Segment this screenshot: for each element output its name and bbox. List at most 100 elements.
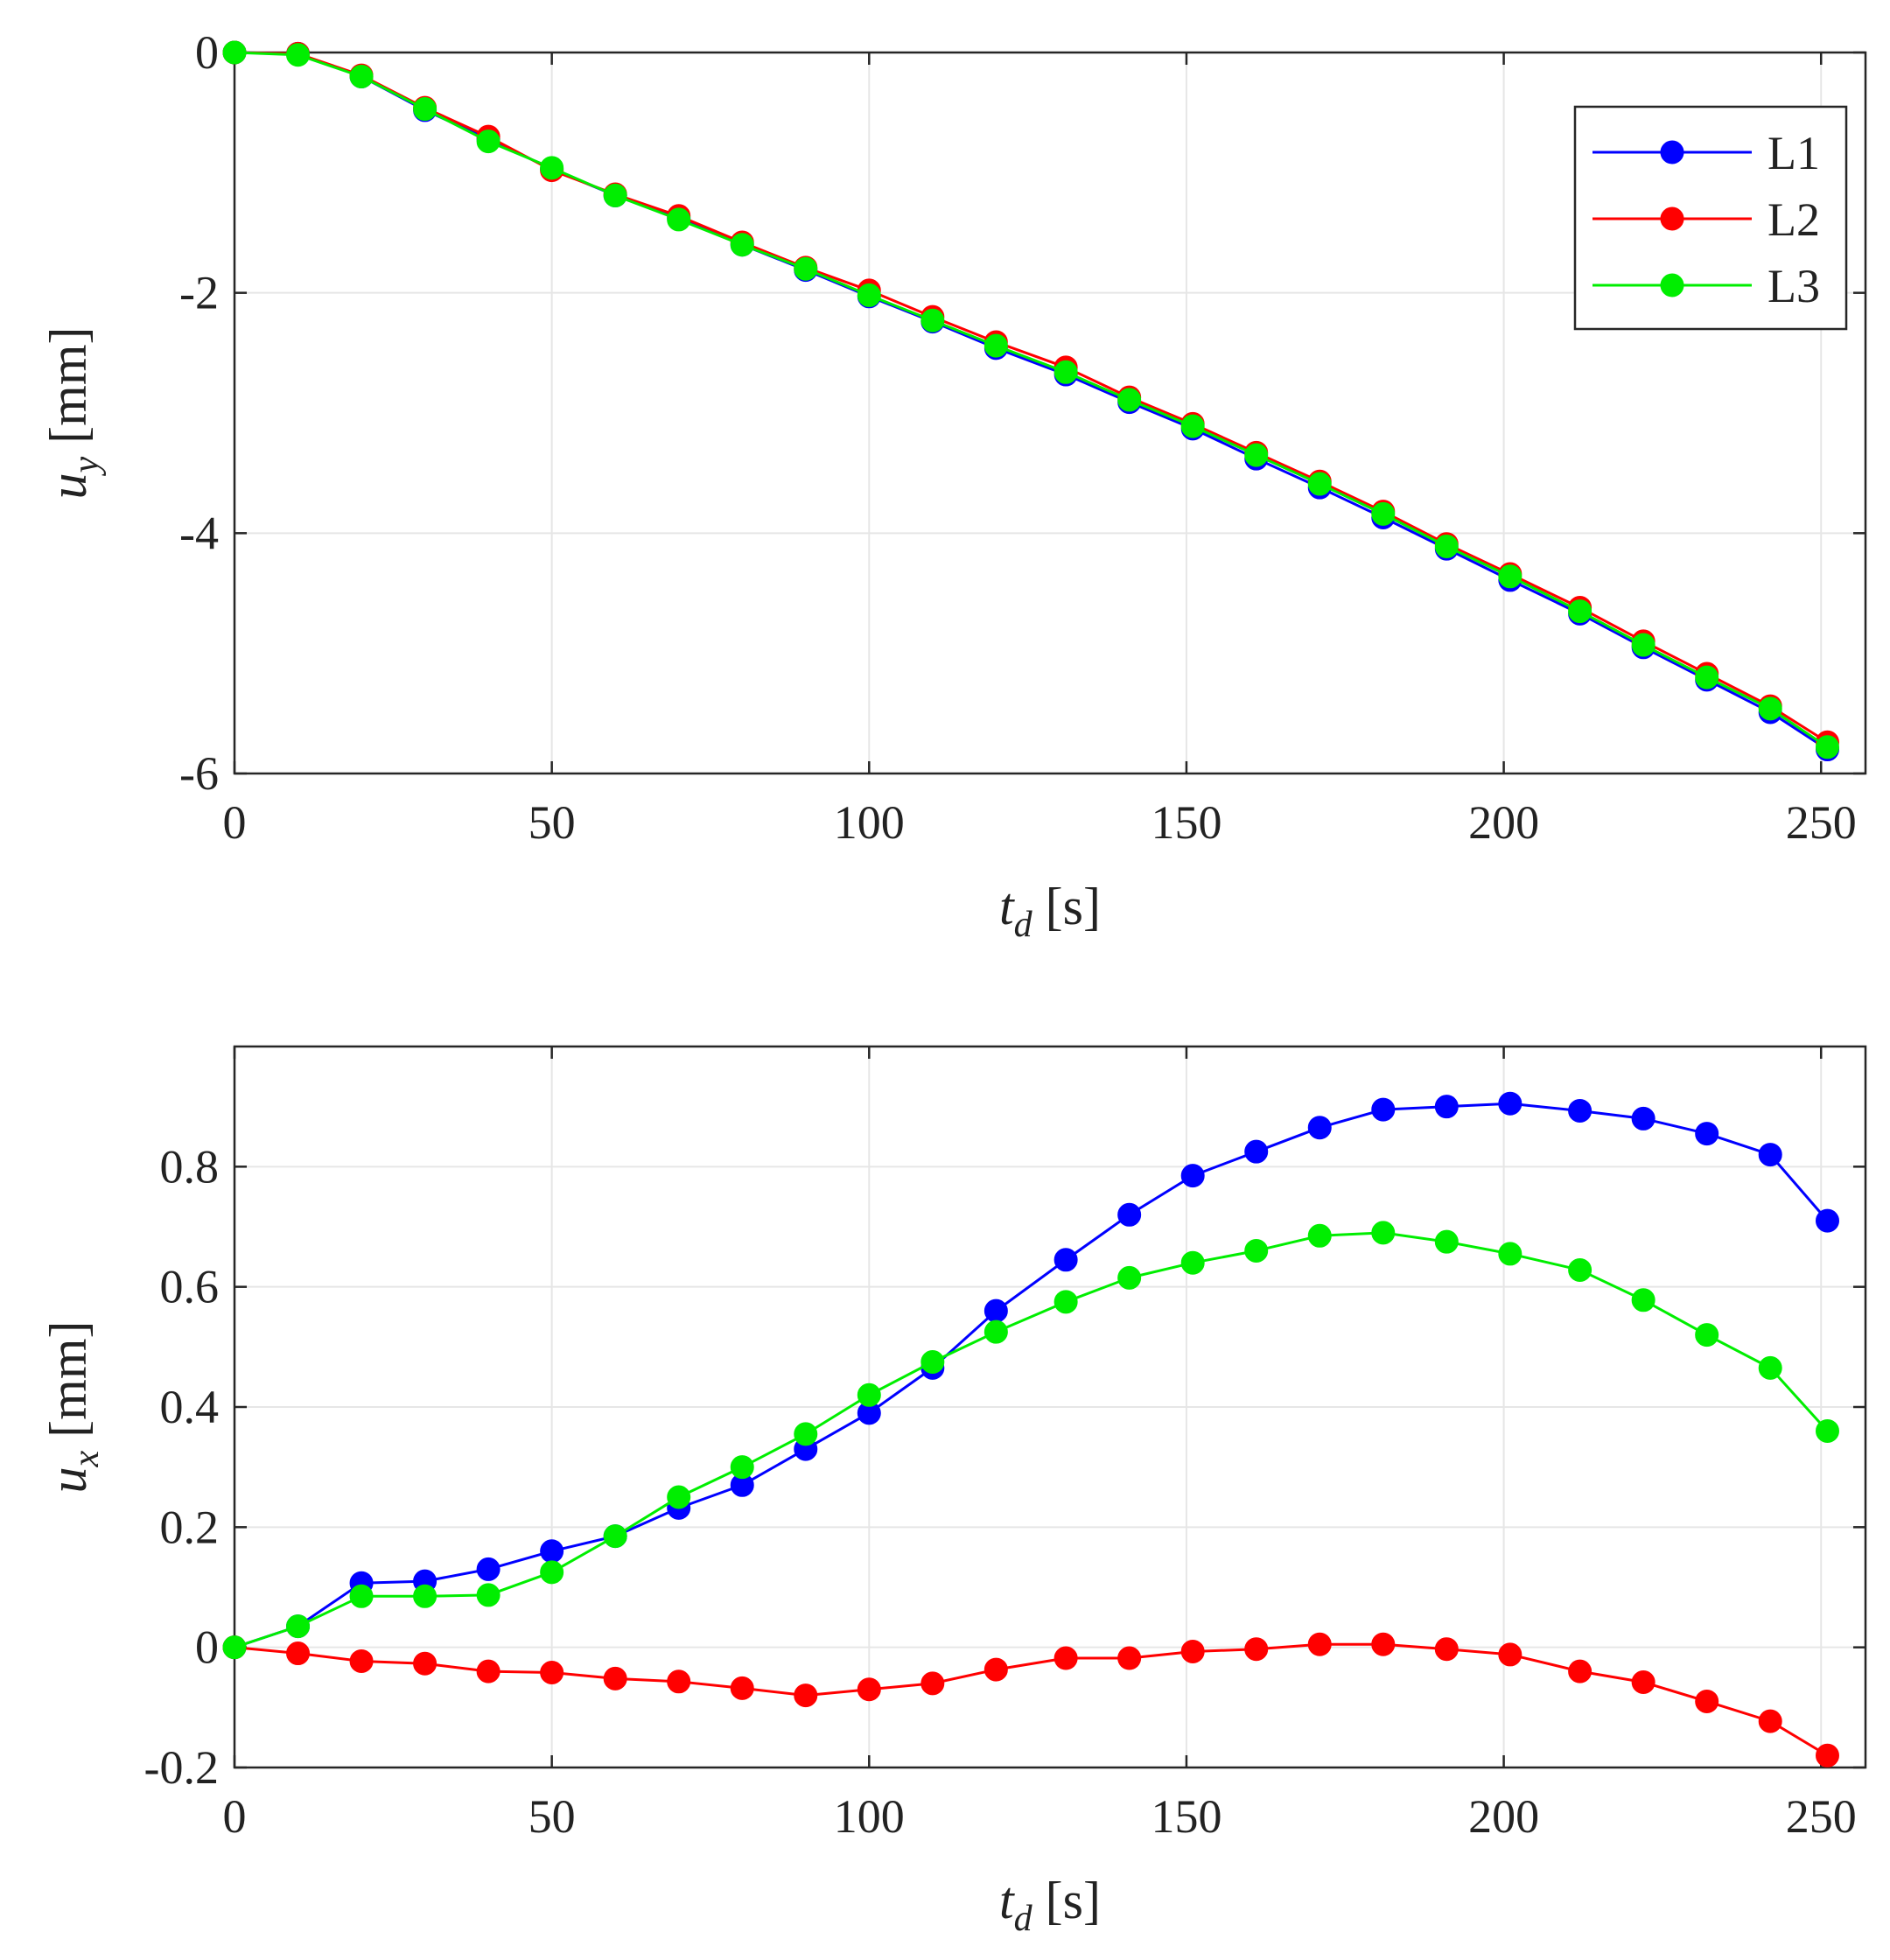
data-point-l2 (1244, 1637, 1269, 1662)
y-tick-label: 0.2 (160, 1501, 220, 1553)
data-point-l3 (286, 1614, 311, 1639)
x-axis-label-sub: d (1014, 1899, 1033, 1939)
data-point-l3 (857, 283, 881, 307)
data-point-l3 (1307, 472, 1332, 496)
data-point-l2 (540, 1661, 564, 1685)
data-point-l3 (1244, 1238, 1269, 1263)
series-line-l2 (234, 1642, 1829, 1757)
x-tick-label: 0 (223, 796, 247, 849)
data-point-l3 (667, 1485, 691, 1509)
series-line-l1 (234, 1102, 1829, 1649)
data-point-l3 (794, 1422, 818, 1446)
data-point-l3 (413, 97, 438, 122)
data-point-l2 (1117, 1646, 1142, 1670)
x-axis-label-var: t (999, 878, 1015, 935)
x-tick-label: 250 (1786, 1790, 1857, 1843)
data-point-l1 (984, 1298, 1008, 1323)
x-tick-label: 0 (223, 1790, 247, 1843)
data-point-l3 (1631, 633, 1656, 657)
axes-box (233, 51, 1867, 775)
data-point-l3 (1180, 1250, 1205, 1275)
data-point-l3 (222, 40, 247, 65)
y-tick-label: 0.6 (160, 1261, 220, 1313)
data-point-l3 (1434, 1229, 1459, 1254)
legend-marker-l1 (1660, 140, 1684, 164)
data-point-l3 (667, 207, 691, 232)
data-point-l2 (1815, 1743, 1839, 1768)
legend-marker-l2 (1660, 206, 1684, 231)
data-point-l3 (730, 233, 754, 257)
data-point-l3 (1631, 1288, 1656, 1312)
legend: L1 L2 L3 (1573, 105, 1848, 331)
data-point-l3 (857, 1382, 881, 1407)
x-tick-label: 150 (1151, 1790, 1222, 1843)
x-tick-label: 50 (528, 1790, 576, 1843)
data-point-l3 (1815, 1418, 1839, 1443)
y-tick-label: -2 (179, 267, 219, 319)
x-tick-label: 100 (834, 796, 905, 849)
x-tick-label: 100 (834, 1790, 905, 1843)
data-point-l2 (1054, 1646, 1078, 1670)
data-point-l2 (603, 1666, 627, 1690)
data-point-l3 (476, 1583, 500, 1607)
data-point-l1 (1117, 1202, 1142, 1227)
legend-label-l1: L1 (1768, 127, 1820, 179)
data-point-l2 (857, 1677, 881, 1702)
data-point-l2 (1307, 1632, 1332, 1656)
data-point-l3 (286, 43, 311, 67)
y-tick-label: -6 (179, 747, 219, 800)
y-axis-label-unit: [mm] (39, 327, 97, 457)
data-point-l2 (1631, 1670, 1656, 1694)
data-point-l2 (1498, 1642, 1522, 1667)
data-point-l3 (540, 1560, 564, 1585)
data-point-l3 (1568, 1257, 1592, 1282)
data-point-l2 (794, 1684, 818, 1708)
data-point-l3 (1695, 1323, 1719, 1348)
x-tick-label: 200 (1468, 796, 1539, 849)
data-point-l3 (1758, 696, 1782, 721)
data-point-l3 (349, 64, 374, 88)
x-axis-label: td [s] (999, 1872, 1101, 1939)
data-point-l3 (1117, 388, 1142, 412)
data-point-l2 (286, 1642, 311, 1666)
data-point-l2 (984, 1657, 1008, 1682)
x-tick-label: 150 (1151, 796, 1222, 849)
data-point-l1 (1498, 1091, 1522, 1116)
data-point-l3 (1180, 414, 1205, 438)
data-point-l3 (1434, 534, 1459, 558)
data-point-l3 (1695, 665, 1719, 690)
data-point-l3 (413, 1584, 438, 1608)
x-axis-label-unit: [s] (1032, 878, 1101, 935)
data-point-l1 (1434, 1095, 1459, 1119)
y-axis-label-var: u (39, 1466, 97, 1493)
data-point-l3 (603, 183, 627, 207)
data-point-l3 (1244, 443, 1269, 467)
data-point-l2 (1180, 1639, 1205, 1663)
data-point-l1 (1054, 1248, 1078, 1272)
data-point-l1 (1180, 1164, 1205, 1188)
data-point-l3 (984, 333, 1008, 358)
y-axis-label-var: u (39, 472, 97, 499)
data-point-l3 (1371, 501, 1396, 526)
data-point-l2 (413, 1651, 438, 1676)
x-tick-label: 200 (1468, 1790, 1539, 1843)
data-point-l2 (349, 1648, 374, 1673)
data-point-l1 (1307, 1116, 1332, 1140)
data-point-l2 (667, 1670, 691, 1694)
data-point-l3 (984, 1320, 1008, 1344)
y-axis-label-unit: [mm] (39, 1321, 97, 1451)
data-point-l1 (1815, 1208, 1839, 1233)
y-tick-label: 0.8 (160, 1140, 220, 1193)
x-axis-label-unit: [s] (1032, 1872, 1101, 1929)
data-point-l1 (540, 1539, 564, 1564)
y-tick-label: -0.2 (144, 1741, 219, 1794)
data-point-l3 (920, 308, 945, 332)
data-point-l3 (1758, 1355, 1782, 1380)
data-point-l3 (920, 1350, 945, 1374)
data-point-l3 (476, 130, 500, 154)
data-point-l2 (1434, 1637, 1459, 1662)
x-axis-label-var: t (999, 1872, 1015, 1929)
y-axis-label-sub: x (66, 1450, 107, 1467)
data-point-l2 (920, 1671, 945, 1696)
y-tick-label: 0 (195, 1621, 219, 1674)
